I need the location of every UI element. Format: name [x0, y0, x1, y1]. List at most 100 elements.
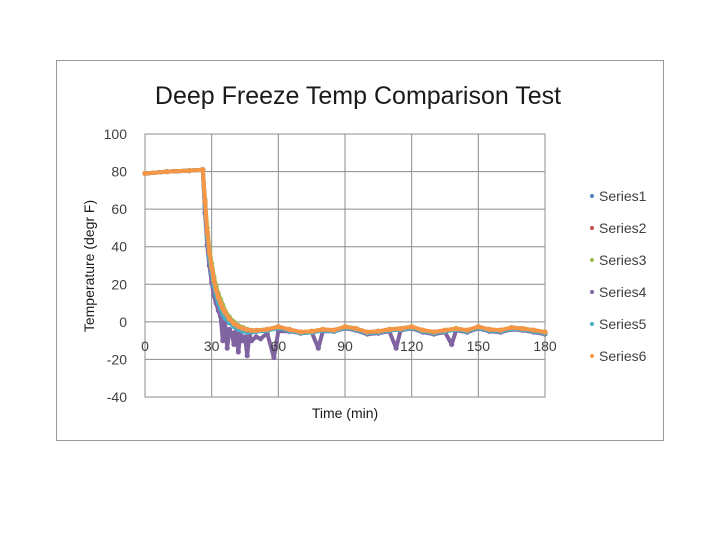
- data-point: [229, 330, 235, 336]
- data-point: [164, 168, 170, 175]
- data-point: [320, 326, 326, 332]
- x-tick-label: 0: [141, 338, 149, 354]
- data-point: [249, 327, 255, 334]
- data-point: [286, 326, 293, 332]
- legend-label: Series1: [599, 188, 647, 204]
- data-point: [186, 168, 193, 174]
- data-point: [231, 341, 237, 347]
- legend-item: Series4: [590, 284, 647, 300]
- data-point: [204, 229, 210, 235]
- data-point: [142, 170, 148, 177]
- plot-area: [144, 133, 546, 398]
- data-point: [453, 326, 459, 332]
- data-point: [217, 300, 224, 306]
- data-point: [253, 334, 259, 340]
- data-point: [213, 287, 219, 293]
- data-point: [342, 324, 348, 330]
- data-point: [209, 264, 215, 270]
- data-point: [220, 338, 226, 344]
- legend-marker: [590, 194, 594, 198]
- data-point: [222, 309, 228, 316]
- legend-label: Series2: [599, 220, 647, 236]
- data-point: [242, 334, 248, 340]
- series-6: [142, 167, 548, 335]
- legend-marker: [590, 322, 594, 326]
- data-point: [249, 338, 255, 344]
- data-point: [231, 321, 237, 327]
- x-axis-ticks: 0 30 60 90 120 150 180: [141, 338, 557, 354]
- data-point: [420, 327, 426, 333]
- y-axis-ticks: 100 80 60 40 20 0 -20 -40: [104, 126, 128, 405]
- legend-item: Series1: [590, 188, 647, 204]
- data-point: [331, 327, 337, 333]
- data-point: [509, 324, 515, 331]
- y-tick-label: 100: [104, 126, 128, 142]
- y-tick-label: -20: [107, 351, 127, 367]
- x-axis-title: Time (min): [312, 405, 378, 421]
- data-point: [240, 338, 246, 344]
- data-point: [531, 327, 537, 333]
- x-tick-label: 150: [467, 338, 491, 354]
- data-point: [244, 327, 250, 333]
- data-point: [386, 326, 393, 332]
- data-point: [226, 316, 233, 322]
- data-point: [431, 329, 437, 335]
- legend-marker: [590, 226, 594, 230]
- legend-item: Series3: [590, 252, 647, 268]
- data-point: [202, 199, 208, 205]
- legend-marker: [590, 258, 594, 262]
- data-point: [409, 324, 415, 330]
- series-layer: [142, 167, 548, 361]
- data-point: [542, 329, 548, 335]
- plot-border: [144, 133, 546, 398]
- y-axis-title: Temperature (degr F): [81, 200, 97, 332]
- x-tick-label: 90: [337, 338, 353, 354]
- data-point: [253, 327, 259, 334]
- legend-item: Series2: [590, 220, 647, 236]
- data-point: [235, 323, 241, 330]
- legend-item: Series5: [590, 316, 647, 332]
- x-tick-label: 120: [400, 338, 424, 354]
- data-point: [393, 345, 399, 351]
- y-tick-label: 0: [119, 314, 127, 330]
- data-point: [397, 326, 404, 332]
- data-point: [206, 249, 213, 255]
- legend-label: Series3: [599, 252, 647, 268]
- series-line: [143, 167, 547, 360]
- y-tick-label: 60: [111, 201, 127, 217]
- data-point: [200, 167, 206, 173]
- legend-marker: [590, 290, 594, 294]
- data-point: [475, 324, 481, 330]
- x-tick-label: 30: [204, 338, 220, 354]
- data-point: [315, 345, 321, 351]
- data-point: [271, 354, 277, 361]
- legend-label: Series6: [599, 348, 647, 364]
- legend-label: Series5: [599, 316, 647, 332]
- y-tick-label: -40: [107, 389, 127, 405]
- data-point: [224, 345, 230, 351]
- data-point: [442, 327, 448, 333]
- y-tick-label: 20: [111, 276, 127, 292]
- data-point: [449, 341, 455, 347]
- data-point: [364, 329, 370, 335]
- data-point: [235, 349, 241, 355]
- data-point: [244, 353, 250, 359]
- x-tick-label: 180: [533, 338, 557, 354]
- legend-item: Series6: [590, 348, 647, 364]
- chart-title: Deep Freeze Temp Comparison Test: [155, 82, 561, 110]
- data-point: [211, 277, 217, 284]
- legend: Series1 Series2 Series3 Series4 Series5 Serie…: [590, 188, 647, 364]
- data-point: [240, 325, 246, 332]
- chart-frame: [56, 60, 664, 441]
- x-tick-label: 60: [271, 338, 287, 354]
- y-tick-label: 80: [111, 164, 127, 180]
- data-point: [375, 328, 381, 334]
- data-point: [215, 294, 221, 301]
- data-point: [220, 306, 226, 312]
- data-point: [520, 326, 526, 332]
- y-tick-label: 40: [111, 239, 127, 255]
- data-point: [497, 327, 504, 333]
- legend-marker: [590, 354, 594, 358]
- data-point: [264, 326, 270, 332]
